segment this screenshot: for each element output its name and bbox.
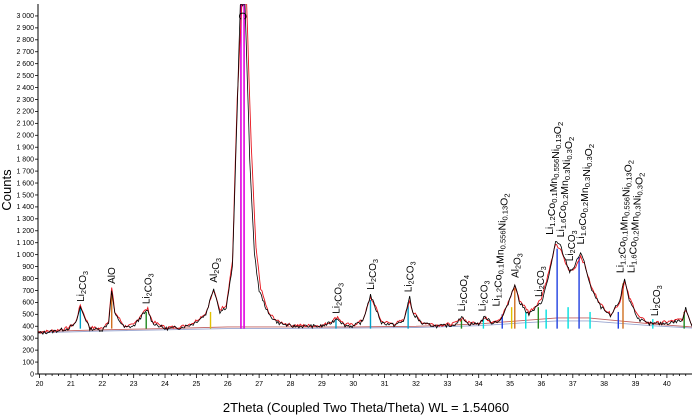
formula-label: Li1.2Co0.1Mn0.556Ni0.13O2 (544, 122, 565, 235)
y-tick-label: 300 (22, 335, 34, 342)
y-tick-label: 1 400 (16, 204, 34, 211)
y-tick-label: 2 500 (16, 73, 34, 80)
x-tick-label: 31 (381, 381, 389, 388)
peak-label: Li2CO3 (76, 271, 90, 302)
x-tick-label: 24 (161, 381, 169, 388)
x-tick-label: 32 (412, 381, 420, 388)
y-tick-label: 2 400 (16, 85, 34, 92)
y-tick-label: 1 300 (16, 216, 34, 223)
y-tick-label: 1 500 (16, 192, 34, 199)
y-tick-label: 2 100 (16, 121, 34, 128)
peak-label: Li2CO3 (404, 261, 418, 292)
x-tick-label: 30 (349, 381, 357, 388)
formula-label: Li1.6Co0.2Mn0.3Ni0.3O2 (625, 173, 646, 274)
x-tick-label: 29 (318, 381, 326, 388)
x-tick-label: 35 (506, 381, 514, 388)
y-tick-label: 1 700 (16, 168, 34, 175)
peak-label: Li2CO3 (142, 273, 156, 304)
peak-label: Li2CO3 (366, 259, 380, 290)
x-tick-label: 28 (287, 381, 295, 388)
formula-label: Li1.2Co0.1Mn0.556Ni0.13O2 (490, 193, 511, 306)
y-tick-label: 2 800 (16, 37, 34, 44)
x-tick-label: 36 (538, 381, 546, 388)
y-tick-label: 600 (22, 300, 34, 307)
y-tick-label: 1 600 (16, 180, 34, 187)
plot-area (38, 4, 692, 335)
y-tick-label: 200 (22, 347, 34, 354)
peak-label: AlO (107, 267, 118, 284)
y-axis-title: Counts (0, 169, 14, 211)
x-tick-label: 23 (130, 381, 138, 388)
formula-label: Li1.2Co0.1Mn0.556Ni0.13O2 (614, 160, 635, 273)
x-tick-label: 34 (475, 381, 483, 388)
y-tick-label: 0 (30, 371, 34, 378)
y-tick-label: 800 (22, 276, 34, 283)
background-curve (38, 320, 692, 334)
x-tick-label: 37 (569, 381, 577, 388)
x-tick-label: 40 (663, 381, 671, 388)
y-tick-label: 2 000 (16, 133, 34, 140)
y-tick-label: 1 200 (16, 228, 34, 235)
y-tick-label: 2 300 (16, 97, 34, 104)
y-tick-label: 2 900 (16, 25, 34, 32)
x-tick-label: 22 (98, 381, 106, 388)
peak-label: Al2O3 (209, 258, 223, 283)
x-axis-title: 2Theta (Coupled Two Theta/Theta) WL = 1.… (223, 400, 509, 415)
x-tick-label: 38 (600, 381, 608, 388)
y-tick-label: 2 200 (16, 109, 34, 116)
y-tick-label: 400 (22, 324, 34, 331)
peak-label: Li2CO3 (477, 281, 491, 312)
y-tick-label: 1 100 (16, 240, 34, 247)
y-tick-label: 1 900 (16, 145, 34, 152)
y-tick-label: 100 (22, 359, 34, 366)
peak-label: Li2CO3 (650, 285, 664, 316)
axes: 0 100 200 300 400 500 600 700 800 900 1 000 1 100 1 … (16, 4, 692, 388)
peak-label: Li2CO3 (534, 266, 548, 297)
x-tick-label: 21 (67, 381, 75, 388)
carbon-label: C (236, 12, 248, 20)
x-tick-label: 20 (36, 381, 44, 388)
peak-label: Li2CO3 (331, 283, 345, 314)
y-tick-label: 1 000 (16, 252, 34, 259)
measured-curve (38, 4, 692, 335)
y-tick-label: 2 600 (16, 61, 34, 68)
x-tick-label: 39 (632, 381, 640, 388)
peak-label: Al2O3 (510, 253, 524, 278)
y-tick-label: 500 (22, 312, 34, 319)
x-tick-label: 27 (255, 381, 263, 388)
y-tick-label: 2 700 (16, 49, 34, 56)
formula-label: Li1.6Co0.2Mn0.3Ni0.3O2 (575, 144, 596, 245)
formula-label: Li1.6Co0.2Mn0.3Ni0.3O2 (555, 137, 576, 238)
peak-label: Li2CoO4 (457, 275, 471, 311)
y-tick-label: 700 (22, 288, 34, 295)
peak-label: Li2CO3 (565, 230, 579, 261)
x-tick-label: 33 (443, 381, 451, 388)
x-tick-label: 25 (193, 381, 201, 388)
y-tick-label: 900 (22, 264, 34, 271)
y-tick-label: 1 800 (16, 156, 34, 163)
x-tick-label: 26 (224, 381, 232, 388)
y-tick-label: 3 000 (16, 13, 34, 20)
